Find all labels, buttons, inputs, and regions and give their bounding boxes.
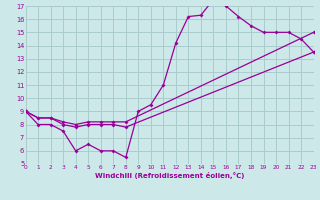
X-axis label: Windchill (Refroidissement éolien,°C): Windchill (Refroidissement éolien,°C) [95, 172, 244, 179]
